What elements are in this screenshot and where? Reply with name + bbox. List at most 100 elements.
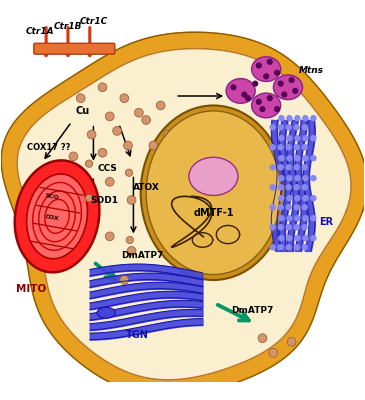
Polygon shape — [1, 32, 365, 396]
Circle shape — [278, 165, 283, 170]
Circle shape — [295, 176, 300, 181]
Text: ER: ER — [319, 217, 333, 227]
Circle shape — [127, 196, 136, 204]
FancyBboxPatch shape — [34, 43, 115, 54]
Circle shape — [124, 141, 132, 150]
Circle shape — [295, 136, 300, 141]
Circle shape — [142, 116, 150, 124]
Circle shape — [294, 125, 299, 130]
Ellipse shape — [251, 93, 281, 118]
Circle shape — [295, 196, 300, 201]
Circle shape — [257, 63, 261, 68]
Circle shape — [278, 145, 283, 150]
Circle shape — [289, 78, 294, 82]
Circle shape — [303, 116, 308, 121]
Text: DmATP7: DmATP7 — [231, 306, 274, 316]
Circle shape — [275, 70, 279, 75]
Circle shape — [270, 205, 275, 210]
Circle shape — [295, 156, 300, 161]
Ellipse shape — [226, 78, 255, 103]
Circle shape — [287, 196, 292, 201]
Circle shape — [257, 100, 261, 104]
Ellipse shape — [146, 111, 281, 274]
Circle shape — [311, 216, 316, 221]
Circle shape — [260, 107, 265, 112]
Ellipse shape — [251, 57, 281, 82]
Circle shape — [98, 83, 107, 92]
Circle shape — [264, 74, 269, 79]
Circle shape — [311, 156, 316, 161]
Circle shape — [268, 60, 272, 64]
Circle shape — [302, 165, 307, 170]
Circle shape — [295, 116, 300, 121]
Circle shape — [302, 125, 307, 130]
Circle shape — [156, 101, 165, 110]
Circle shape — [269, 348, 278, 357]
Circle shape — [295, 236, 300, 241]
Circle shape — [311, 116, 316, 121]
Circle shape — [270, 185, 275, 190]
Circle shape — [293, 88, 297, 93]
Circle shape — [278, 81, 283, 86]
Text: Ctr1C: Ctr1C — [80, 17, 108, 26]
Circle shape — [287, 236, 292, 241]
Circle shape — [279, 216, 284, 221]
Circle shape — [311, 196, 316, 201]
Circle shape — [279, 196, 284, 201]
Text: TGN: TGN — [126, 330, 149, 340]
Circle shape — [294, 165, 299, 170]
Circle shape — [105, 232, 114, 241]
Circle shape — [287, 116, 292, 121]
Circle shape — [120, 94, 129, 102]
Circle shape — [268, 96, 272, 100]
Circle shape — [286, 225, 291, 230]
Ellipse shape — [189, 157, 238, 196]
Circle shape — [85, 160, 93, 167]
Circle shape — [311, 136, 316, 141]
Circle shape — [303, 236, 308, 241]
Circle shape — [303, 196, 308, 201]
Circle shape — [295, 216, 300, 221]
Circle shape — [287, 156, 292, 161]
Text: ATOX: ATOX — [134, 183, 160, 192]
Circle shape — [294, 205, 299, 210]
Circle shape — [85, 194, 93, 202]
Circle shape — [113, 126, 122, 135]
Circle shape — [275, 107, 279, 112]
Text: Cu: Cu — [76, 106, 90, 116]
Circle shape — [287, 136, 292, 141]
Circle shape — [286, 205, 291, 210]
Text: MITO: MITO — [16, 284, 47, 294]
Ellipse shape — [15, 160, 99, 272]
Ellipse shape — [141, 106, 286, 280]
Text: Ctr1A: Ctr1A — [26, 27, 54, 36]
Circle shape — [87, 130, 96, 139]
Circle shape — [270, 165, 275, 170]
Circle shape — [287, 176, 292, 181]
Text: SOD1: SOD1 — [91, 196, 119, 205]
Circle shape — [270, 245, 275, 250]
Text: Mtns: Mtns — [299, 66, 324, 76]
Circle shape — [279, 116, 284, 121]
Circle shape — [126, 169, 133, 176]
Text: SCO: SCO — [44, 193, 59, 200]
Circle shape — [278, 225, 283, 230]
Circle shape — [279, 156, 284, 161]
Ellipse shape — [273, 75, 303, 100]
Circle shape — [270, 125, 275, 130]
Ellipse shape — [27, 174, 88, 259]
Circle shape — [278, 245, 283, 250]
Circle shape — [282, 92, 287, 97]
Circle shape — [303, 136, 308, 141]
Circle shape — [127, 246, 136, 255]
Circle shape — [149, 141, 158, 150]
Polygon shape — [17, 48, 351, 380]
Circle shape — [311, 236, 316, 241]
Circle shape — [270, 225, 275, 230]
Circle shape — [303, 156, 308, 161]
Circle shape — [231, 85, 236, 90]
Circle shape — [303, 216, 308, 221]
Text: COX: COX — [44, 214, 59, 222]
Circle shape — [105, 112, 114, 121]
Circle shape — [279, 236, 284, 241]
